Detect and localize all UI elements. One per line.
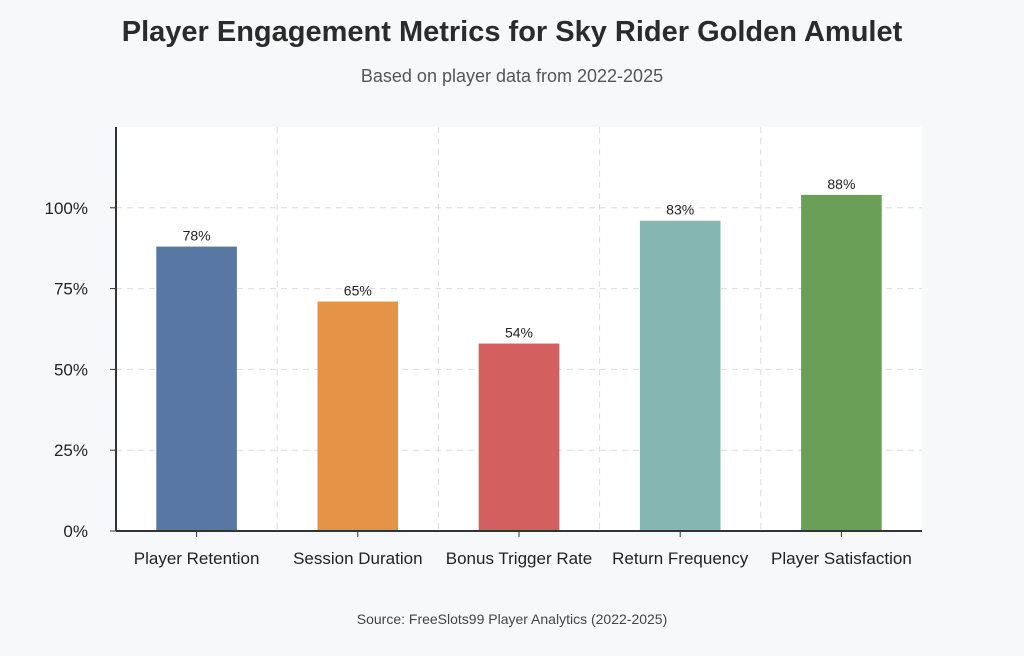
data-labels: 78% 65% 54% 83% 88% [183,176,856,341]
bar [317,301,399,531]
chart-title: Player Engagement Metrics for Sky Rider … [121,16,903,48]
y-tick-label: 50% [54,360,88,379]
data-label: 65% [344,283,372,299]
x-tick-label: Bonus Trigger Rate [446,549,592,568]
x-tick-label: Player Retention [134,549,260,568]
bar [156,246,237,532]
data-label: 83% [666,202,694,218]
bar [801,194,882,531]
bars [156,194,882,532]
y-tick-label: 100% [45,199,88,218]
data-label: 78% [183,228,211,244]
bar [639,220,721,531]
chart-subtitle: Based on player data from 2022-2025 [360,66,664,86]
data-label: 54% [505,325,533,341]
data-label: 88% [827,176,855,192]
y-tick-label: 25% [54,441,88,460]
bar [478,343,560,531]
y-tick-label: 0% [63,522,88,541]
x-tick-label: Player Satisfaction [771,549,912,568]
x-axis-ticks: Player Retention Session Duration Bonus Tr… [134,531,912,568]
chart-source: Source: FreeSlots99 Player Analytics (20… [356,611,668,627]
grid-lines [116,127,922,531]
x-tick-label: Session Duration [293,549,422,568]
y-axis-ticks: 0% 25% 50% 75% 100% [45,199,116,541]
x-tick-label: Return Frequency [612,549,749,568]
y-tick-label: 75% [54,280,88,299]
